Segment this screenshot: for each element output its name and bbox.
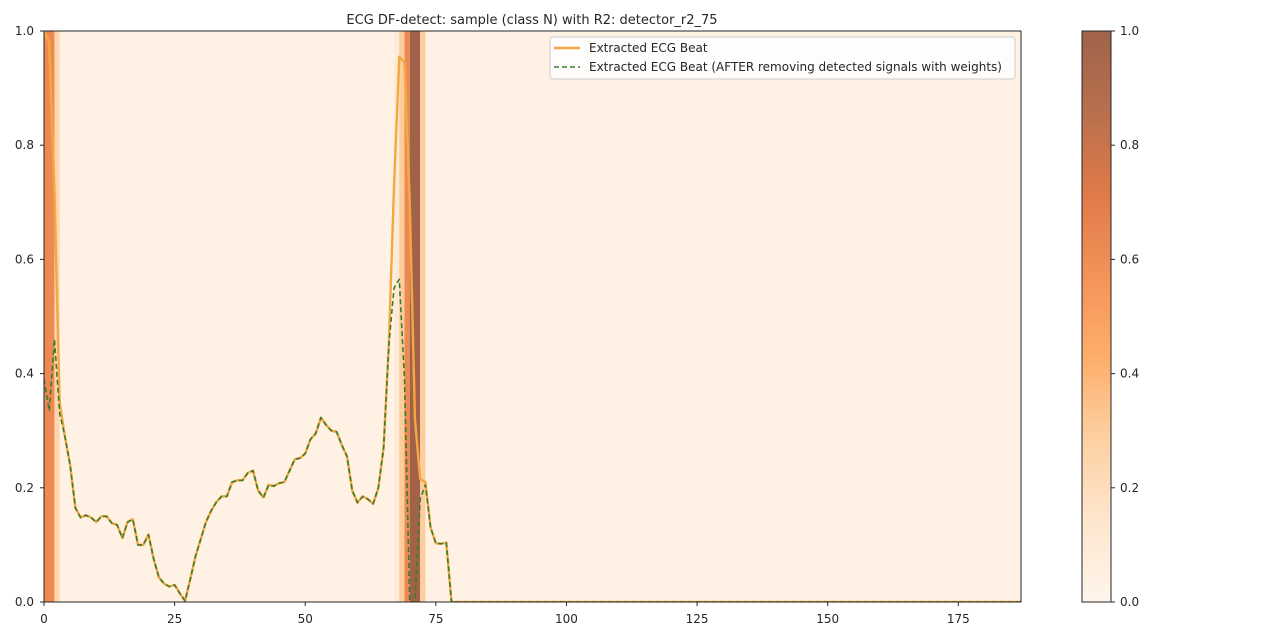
colorbar-tick-label: 0.8 — [1120, 138, 1139, 152]
heat-band — [404, 31, 410, 602]
legend-label: Extracted ECG Beat (AFTER removing detec… — [589, 60, 1002, 74]
series-line-1 — [44, 31, 1021, 602]
x-tick-label: 100 — [555, 612, 578, 626]
heat-band — [409, 31, 421, 602]
plot-frame — [43, 30, 1022, 603]
colorbar-tick-label: 0.6 — [1120, 252, 1139, 266]
heat-background — [44, 31, 1021, 602]
x-tick-label: 125 — [686, 612, 709, 626]
legend-label: Extracted ECG Beat — [589, 41, 708, 55]
legend-box — [549, 36, 1016, 80]
y-tick-label: 0.6 — [15, 252, 34, 266]
x-tick-label: 0 — [40, 612, 48, 626]
colorbar-tick-label: 0.2 — [1120, 481, 1139, 495]
x-tick-label: 175 — [947, 612, 970, 626]
x-tick-label: 25 — [167, 612, 182, 626]
x-tick-label: 150 — [816, 612, 839, 626]
x-tick-label: 50 — [298, 612, 313, 626]
heat-band — [44, 31, 55, 602]
y-tick-label: 0.2 — [15, 481, 34, 495]
chart-title: ECG DF-detect: sample (class N) with R2:… — [346, 13, 717, 28]
y-tick-label: 0.8 — [15, 138, 34, 152]
colorbar — [1081, 30, 1112, 603]
heat-band — [394, 31, 400, 602]
colorbar-tick-label: 1.0 — [1120, 24, 1139, 38]
colorbar-tick-label: 0.0 — [1120, 595, 1139, 609]
y-tick-label: 1.0 — [15, 24, 34, 38]
heat-band — [420, 31, 426, 602]
y-tick-label: 0.0 — [15, 595, 34, 609]
y-tick-label: 0.4 — [15, 367, 34, 381]
colorbar-tick-label: 0.4 — [1120, 367, 1139, 381]
x-tick-label: 75 — [428, 612, 443, 626]
